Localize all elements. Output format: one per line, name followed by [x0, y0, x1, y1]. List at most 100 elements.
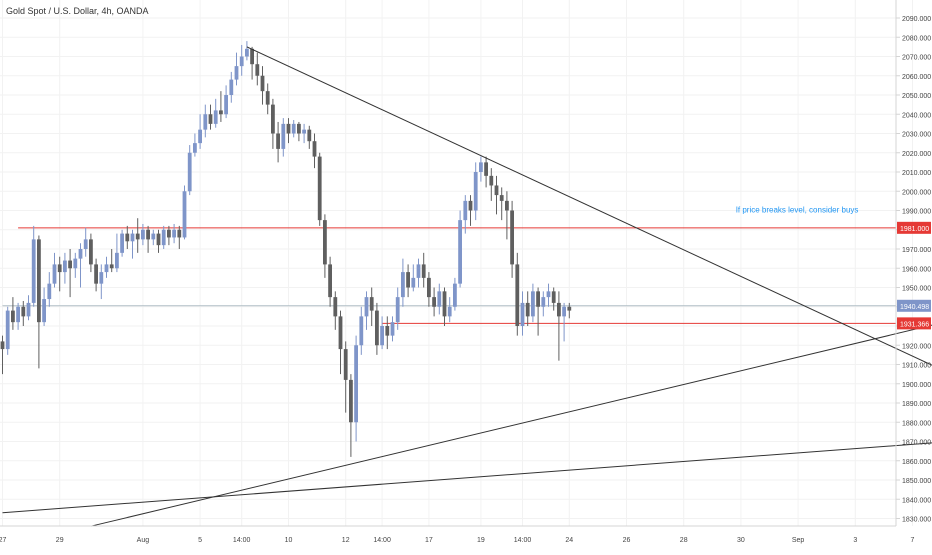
time-tick-label: 14:00: [373, 537, 391, 544]
candle-body: [359, 316, 363, 345]
candle-body: [214, 110, 218, 123]
time-tick-label: 14:00: [233, 537, 251, 544]
candle-body: [188, 153, 192, 192]
candle-body: [281, 124, 285, 149]
price-tick-label: 2060.000: [902, 74, 931, 81]
candle-body: [541, 297, 545, 307]
candle-body: [380, 326, 384, 345]
candle-body: [167, 230, 171, 238]
candle-body: [240, 57, 244, 67]
time-tick-label: 26: [623, 537, 631, 544]
candle-body: [557, 303, 561, 316]
trend-line: [3, 438, 932, 513]
candle-body: [547, 291, 551, 297]
symbol-title: Gold Spot / U.S. Dollar, 4h, OANDA: [6, 6, 149, 16]
price-tick-label: 1840.000: [902, 497, 931, 504]
candle-body: [370, 297, 374, 310]
price-tick-label: 1910.000: [902, 363, 931, 370]
candle-body: [224, 95, 228, 114]
candle-body: [79, 249, 83, 259]
candle-body: [422, 264, 426, 277]
candle-body: [203, 114, 207, 129]
candle-body: [271, 105, 275, 134]
candle-body: [344, 349, 348, 380]
trend-line: [91, 309, 932, 527]
price-tick-label: 1860.000: [902, 459, 931, 466]
candle-body: [318, 157, 322, 221]
candle-body: [302, 130, 306, 134]
price-tick-label: 2030.000: [902, 132, 931, 139]
candle-body: [427, 278, 431, 297]
candle-body: [115, 253, 119, 268]
candle-body: [458, 220, 462, 284]
candle-body: [136, 234, 140, 240]
price-tick-label: 1960.000: [902, 266, 931, 273]
candle-body: [47, 284, 51, 299]
candle-body: [339, 316, 343, 349]
candle-body: [131, 234, 135, 242]
candle-body: [401, 272, 405, 297]
candle-body: [151, 234, 155, 240]
candle-body: [84, 239, 88, 249]
candle-body: [183, 191, 187, 237]
candle-body: [365, 297, 369, 316]
candle-body: [463, 201, 467, 220]
annotations: If price breaks level, consider buys: [736, 205, 859, 214]
time-tick-label: 5: [198, 537, 202, 544]
candle-body: [146, 230, 150, 240]
candle-body: [219, 110, 223, 114]
candle-body: [448, 307, 452, 317]
candle-body: [105, 264, 109, 272]
candle-body: [479, 162, 483, 172]
annotation-text: If price breaks level, consider buys: [736, 205, 859, 214]
candle-body: [110, 264, 114, 268]
candle-body: [437, 291, 441, 306]
candle-body: [552, 291, 556, 303]
candle-body: [209, 114, 213, 124]
candle-body: [469, 201, 473, 211]
price-tick-label: 2040.000: [902, 112, 931, 119]
candle-body: [198, 130, 202, 143]
candle-body: [307, 130, 311, 142]
candle-body: [411, 278, 415, 288]
candle-body: [505, 201, 509, 211]
time-tick-label: 27: [0, 537, 6, 544]
candle-body: [375, 311, 379, 346]
candle-body: [432, 297, 436, 307]
time-tick-label: 24: [565, 537, 573, 544]
candle-body: [453, 284, 457, 307]
price-tick-label: 2050.000: [902, 93, 931, 100]
price-tick-label: 2070.000: [902, 55, 931, 62]
candle-body: [287, 124, 291, 134]
candle-body: [68, 261, 72, 269]
candle-body: [406, 272, 410, 287]
time-tick-label: 7: [911, 537, 915, 544]
candle-body: [58, 264, 62, 272]
price-tick-label: 1890.000: [902, 401, 931, 408]
candle-body: [6, 311, 10, 350]
candle-body: [474, 172, 478, 211]
price-tick-label: 1850.000: [902, 478, 931, 485]
price-tick-label: 1970.000: [902, 247, 931, 254]
candle-body: [120, 234, 124, 253]
time-tick-label: 14:00: [514, 537, 532, 544]
candle-body: [32, 239, 36, 303]
candle-body: [349, 380, 353, 422]
candle-body: [94, 264, 98, 283]
candle-body: [141, 230, 145, 240]
candle-body: [562, 307, 566, 317]
candle-body: [63, 261, 67, 273]
price-tick-label: 1830.000: [902, 517, 931, 524]
candle-body: [261, 76, 265, 91]
candle-body: [495, 185, 499, 195]
candle-body: [536, 291, 540, 306]
candle-body: [443, 291, 447, 316]
candle-body: [73, 259, 77, 269]
time-tick-label: 10: [285, 537, 293, 544]
price-tick-label: 2090.000: [902, 16, 931, 23]
price-tick-label: 1950.000: [902, 286, 931, 293]
